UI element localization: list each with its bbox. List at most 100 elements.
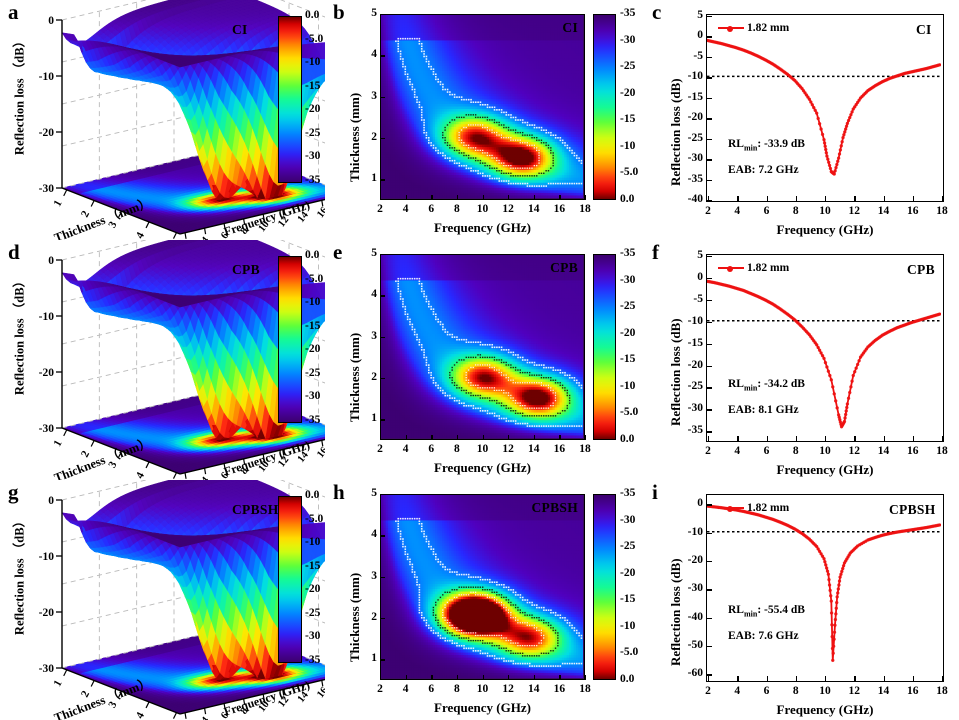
legend: 1.82 mm — [718, 262, 789, 274]
material-label-CI: CI — [232, 22, 248, 38]
y-tick-mark — [380, 254, 385, 256]
y-tick-label: 2 — [363, 611, 377, 623]
colorbar-3d — [278, 256, 302, 423]
svg-text:3: 3 — [106, 219, 119, 230]
colorbar-tick-label: 0.0 — [620, 433, 634, 445]
colorbar-tick-label: -35 — [305, 174, 320, 186]
x-tick-mark — [737, 676, 739, 682]
x-tick-label: 6 — [422, 443, 440, 455]
colorbar-tick-label: -25 — [305, 127, 320, 139]
colorbar-contour — [593, 254, 616, 440]
panel-c: c Reflection loss (dB) Frequency (GHz) 2 4 6 8… — [650, 0, 959, 240]
annotation-eab: EAB: 7.6 GHz — [728, 630, 799, 642]
colorbar-3d — [278, 16, 302, 183]
colorbar-tick-label: -5.0 — [620, 166, 638, 178]
colorbar-tick-label: -5.0 — [305, 33, 323, 45]
y-tick-mark — [706, 321, 712, 324]
annotation-rl-min: RLmin: -33.9 dB — [728, 138, 805, 152]
svg-text:2: 2 — [79, 208, 92, 219]
axis-label-frequency: Frequency (GHz) — [706, 222, 944, 238]
svg-text:8: 8 — [239, 226, 251, 237]
colorbar-tick-label: -5.0 — [305, 273, 323, 285]
svg-text:4: 4 — [134, 230, 147, 240]
y-tick-mark — [706, 409, 712, 411]
y-tick-label: -20 — [680, 554, 703, 566]
x-tick-label: 10 — [474, 683, 492, 695]
colorbar-tick-label: 0.0 — [305, 249, 319, 261]
x-tick-mark — [380, 195, 382, 200]
colorbar-tick-label: -20 — [305, 583, 320, 595]
x-tick-label: 4 — [728, 685, 746, 697]
x-tick-mark — [708, 196, 710, 202]
panel-letter-a: a — [8, 2, 19, 23]
x-tick-mark — [766, 196, 768, 202]
y-tick-label: 1 — [363, 172, 377, 184]
x-tick-mark — [585, 435, 587, 440]
colorbar-tick-label: 0.0 — [620, 193, 634, 205]
y-tick-mark — [380, 618, 385, 620]
x-tick-label: 6 — [758, 205, 776, 217]
x-tick-label: 14 — [875, 205, 893, 217]
y-tick-label: -5 — [680, 50, 703, 62]
colorbar-tick-label: -35 — [620, 487, 635, 499]
colorbar-tick-label: -15 — [305, 80, 320, 92]
colorbar-tick-label: -25 — [305, 607, 320, 619]
colorbar-tick-label: -5.0 — [305, 513, 323, 525]
y-tick-label: -20 — [680, 111, 703, 123]
y-tick-label: -20 — [680, 359, 703, 371]
y-tick-mark — [706, 77, 712, 79]
y-tick-label: 1 — [363, 652, 377, 664]
colorbar-tick-label: -35 — [620, 7, 635, 19]
x-tick-mark — [456, 675, 459, 680]
colorbar-contour — [593, 494, 616, 680]
svg-text:0: 0 — [48, 15, 54, 27]
x-tick-label: 8 — [448, 443, 466, 455]
x-tick-label: 8 — [787, 685, 805, 697]
x-tick-mark — [883, 196, 885, 202]
line-plot-area — [706, 254, 944, 442]
svg-text:6: 6 — [219, 231, 231, 240]
y-tick-mark — [706, 36, 712, 38]
x-tick-mark — [737, 196, 739, 202]
contour-plot-area — [380, 494, 585, 680]
y-tick-mark — [706, 56, 712, 59]
x-tick-mark — [942, 676, 944, 682]
svg-text:16: 16 — [315, 205, 325, 220]
x-tick-label: 18 — [576, 683, 594, 695]
x-tick-mark — [854, 676, 856, 682]
x-tick-label: 2 — [699, 205, 717, 217]
colorbar-tick-label: -35 — [305, 654, 320, 666]
material-label-CPB: CPB — [550, 260, 578, 276]
x-tick-label: 10 — [474, 203, 492, 215]
x-tick-mark — [737, 436, 739, 442]
panel-letter-d: d — [8, 242, 20, 263]
x-tick-label: 18 — [576, 443, 594, 455]
x-tick-label: 8 — [448, 683, 466, 695]
x-tick-label: 6 — [422, 683, 440, 695]
x-tick-mark — [912, 436, 915, 442]
x-tick-label: 4 — [397, 203, 415, 215]
legend-label: 1.82 mm — [747, 262, 789, 274]
y-tick-label: 4 — [363, 288, 377, 300]
colorbar-tick-label: -30 — [305, 150, 320, 162]
y-tick-label: 4 — [363, 48, 377, 60]
x-tick-mark — [533, 675, 536, 680]
y-tick-label: -25 — [680, 380, 703, 392]
x-tick-label: 2 — [371, 203, 389, 215]
legend-line-marker — [718, 266, 744, 272]
axis-label-frequency: Frequency (GHz) — [380, 220, 585, 236]
colorbar-tick-label: -20 — [305, 343, 320, 355]
y-tick-mark — [706, 138, 712, 141]
x-tick-mark — [883, 436, 885, 442]
y-tick-label: 1 — [363, 412, 377, 424]
x-tick-mark — [825, 196, 827, 202]
x-tick-label: 8 — [787, 205, 805, 217]
legend: 1.82 mm — [718, 502, 789, 514]
x-tick-label: 6 — [422, 203, 440, 215]
svg-text:-10: -10 — [39, 71, 55, 83]
x-tick-label: 16 — [550, 443, 568, 455]
x-tick-label: 2 — [371, 683, 389, 695]
colorbar-tick-label: -15 — [620, 353, 635, 365]
axis-label-frequency: Frequency (GHz) — [706, 702, 944, 718]
x-tick-mark — [854, 436, 856, 442]
